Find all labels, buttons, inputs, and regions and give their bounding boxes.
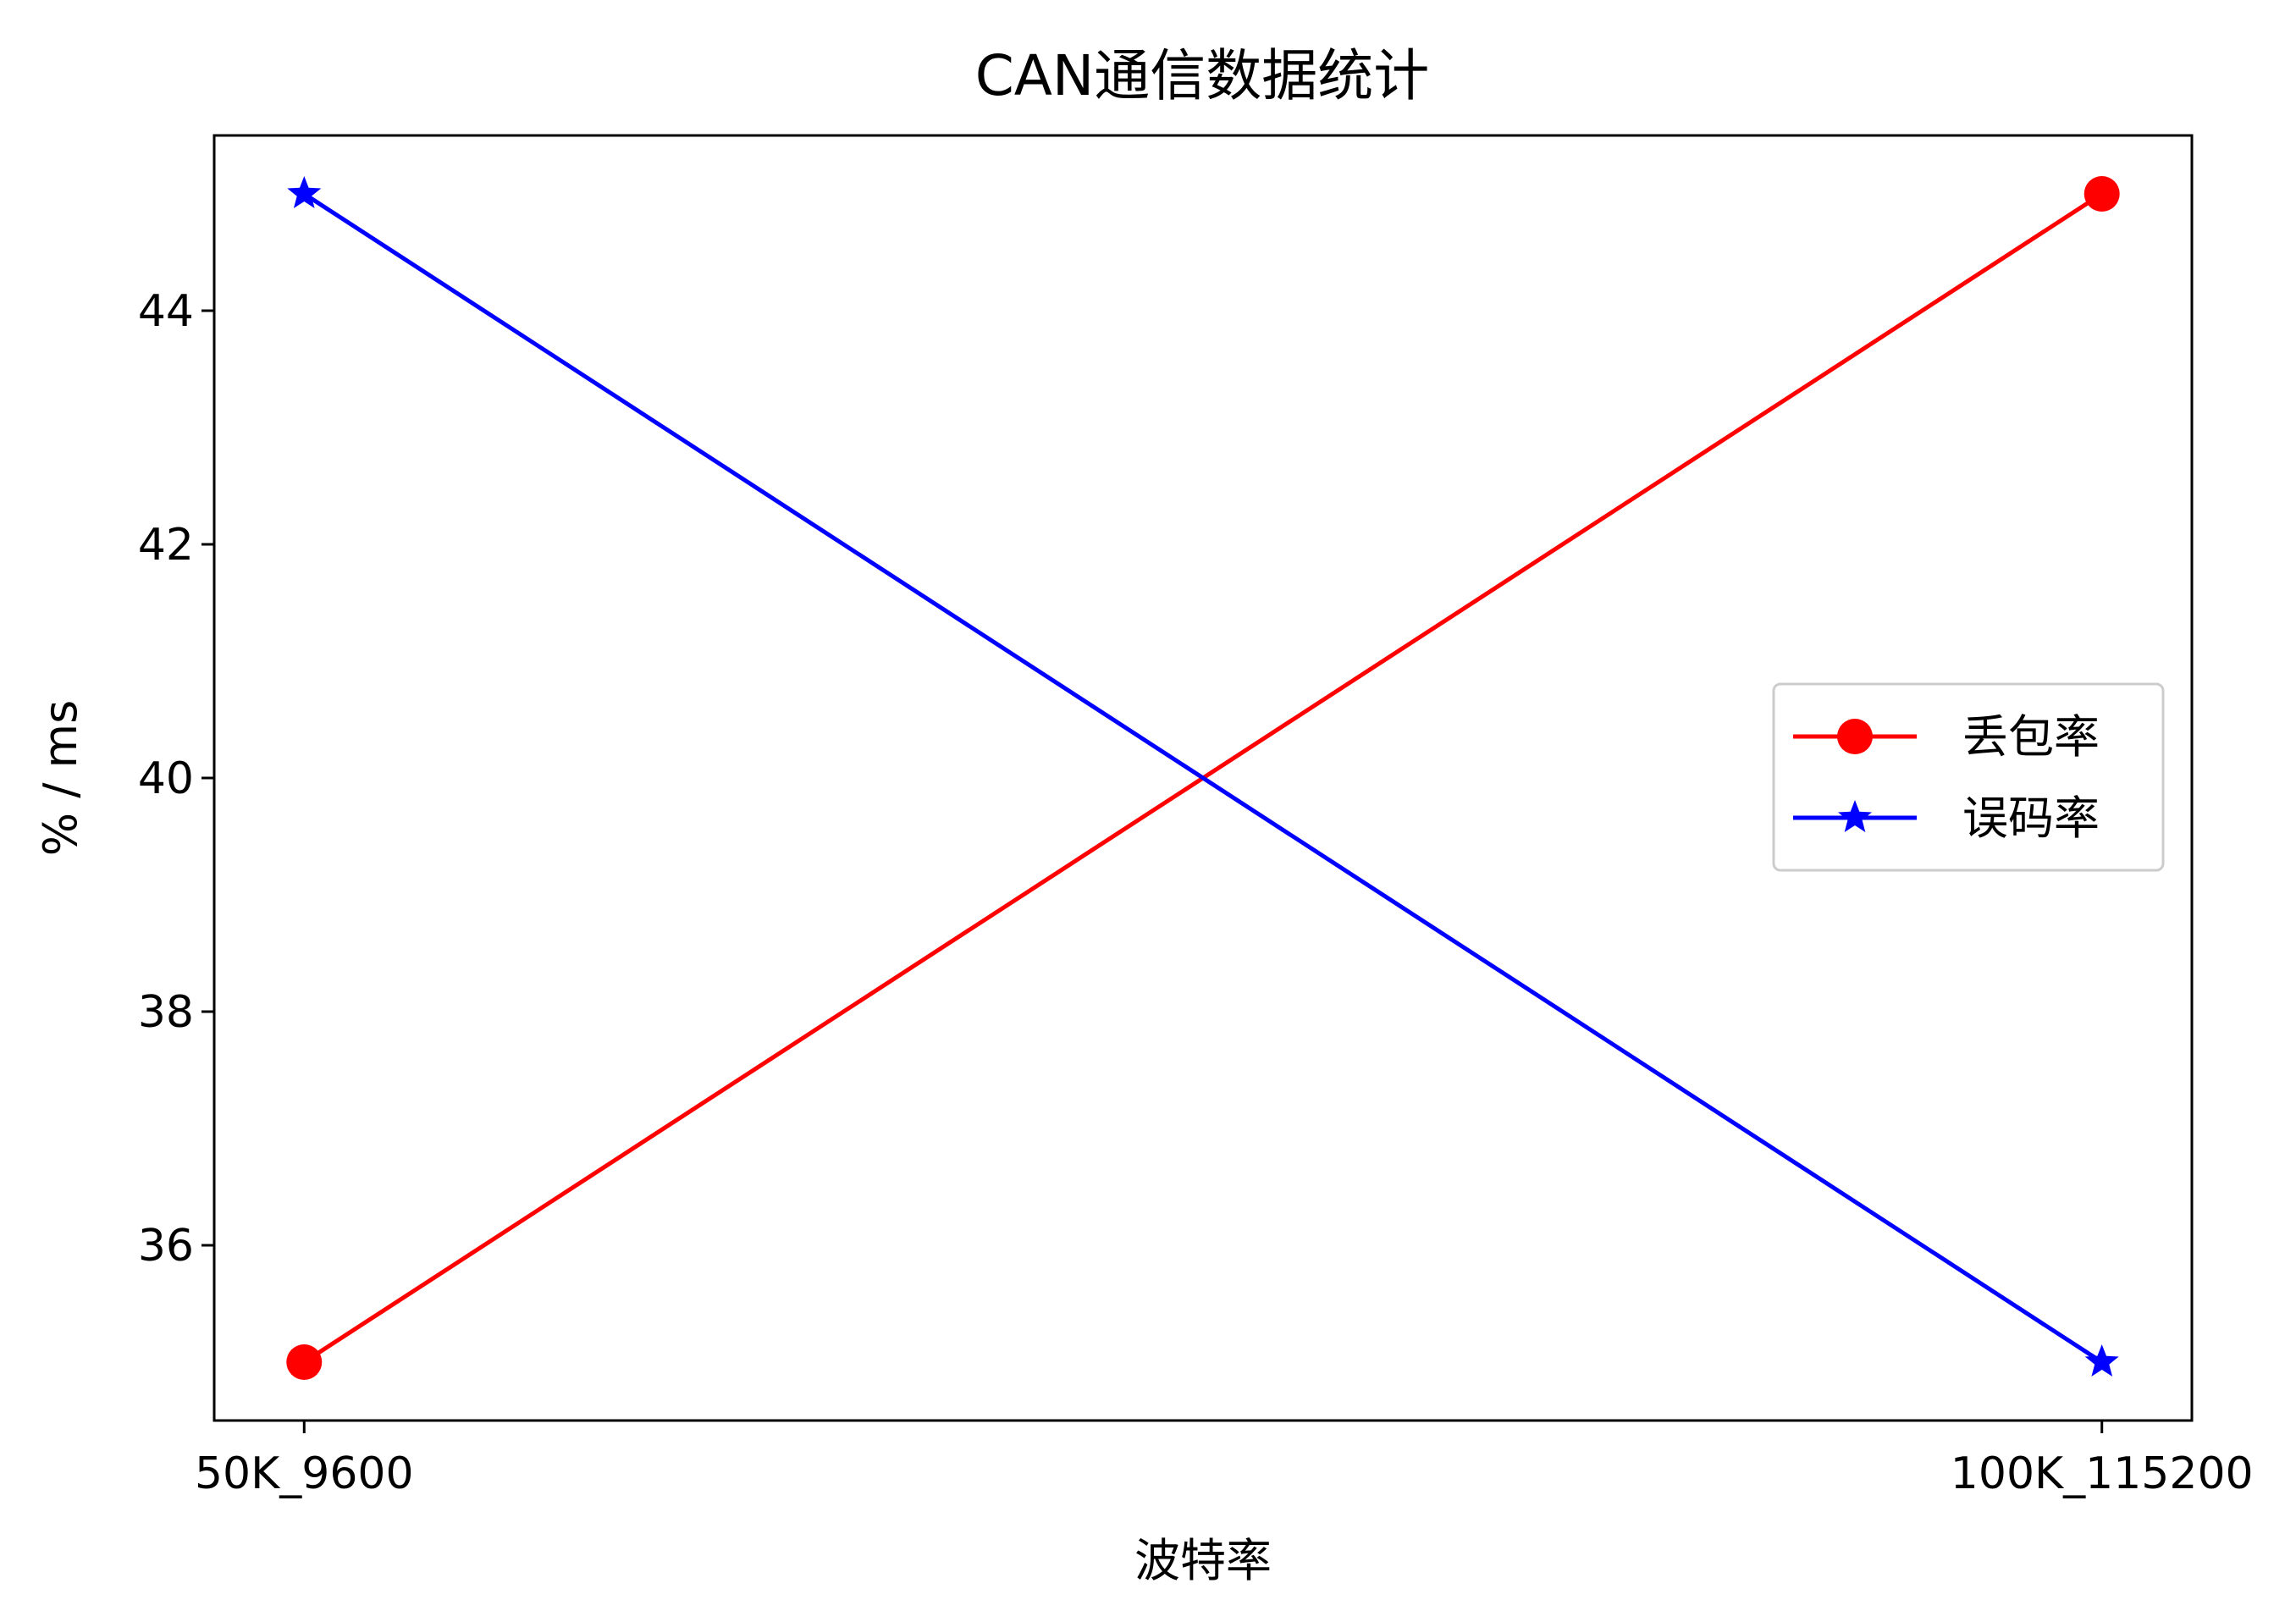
x-axis-label: 波特率 xyxy=(1134,1534,1272,1587)
data-point-2-1 xyxy=(287,176,322,208)
x-axis-ticks: 50K_9600 100K_115200 xyxy=(195,1421,2254,1499)
y-axis-label: % / ms xyxy=(34,700,87,857)
y-tick-label: 38 xyxy=(138,987,194,1038)
legend-label-1: 丢包率 xyxy=(1962,710,2100,764)
data-point-2-2 xyxy=(2084,1344,2119,1376)
plot-frame xyxy=(212,134,2194,1422)
plot-area: 36 38 40 42 44 50K_9600 100K_115200 xyxy=(138,134,2254,1499)
series-line-2 xyxy=(302,191,2104,1365)
y-tick-label: 36 xyxy=(138,1221,194,1272)
x-tick-label: 100K_115200 xyxy=(1951,1448,2254,1499)
y-tick-label: 42 xyxy=(138,520,194,571)
legend-marker-2 xyxy=(1838,800,1872,832)
y-tick-label: 44 xyxy=(138,286,194,337)
legend-marker-1 xyxy=(1837,719,1873,754)
data-point-1-2 xyxy=(2084,176,2120,212)
series-markers xyxy=(286,176,2120,1380)
y-axis-ticks: 36 38 40 42 44 xyxy=(138,286,214,1272)
chart-title: CAN通信数据统计 xyxy=(975,43,1430,108)
x-tick-label: 50K_9600 xyxy=(195,1448,414,1499)
y-tick-label: 40 xyxy=(138,753,194,804)
data-point-1-1 xyxy=(286,1344,323,1380)
series-lines xyxy=(302,191,2104,1365)
legend-label-2: 误码率 xyxy=(1962,792,2100,845)
